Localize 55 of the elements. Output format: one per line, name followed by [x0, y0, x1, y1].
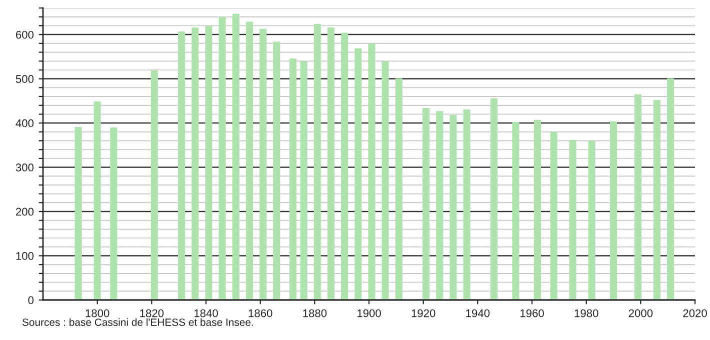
- bar: [192, 27, 199, 300]
- bar: [205, 26, 212, 300]
- source-note: Sources : base Cassini de l'EHESS et base Insee.: [22, 318, 253, 326]
- bar: [550, 132, 558, 300]
- x-tick-label: 1800: [86, 309, 110, 318]
- x-tick-label: 1900: [357, 309, 381, 318]
- x-tick-label: 1960: [520, 309, 544, 318]
- bar: [436, 111, 444, 300]
- x-tick-label: 1920: [412, 309, 436, 318]
- y-tick-label: 600: [16, 30, 34, 39]
- bar: [422, 108, 430, 300]
- x-tick-label: 1980: [574, 309, 598, 318]
- bar: [610, 121, 618, 300]
- x-tick-label: 1820: [140, 309, 164, 318]
- bar: [569, 140, 576, 300]
- bar: [178, 31, 186, 300]
- bar: [94, 101, 101, 300]
- bar: [463, 109, 470, 300]
- bar: [634, 94, 642, 300]
- x-tick-label: 2000: [628, 309, 653, 318]
- bar: [289, 58, 296, 300]
- x-tick-label: 1860: [248, 309, 272, 318]
- bar: [667, 78, 674, 300]
- bar: [150, 70, 158, 300]
- bar: [273, 42, 280, 300]
- bar: [74, 127, 82, 300]
- bar: [300, 62, 308, 300]
- bar: [341, 32, 348, 300]
- x-tick-label: 1840: [194, 309, 218, 318]
- x-tick-label: 1940: [466, 309, 490, 318]
- y-tick-label: 200: [16, 208, 34, 216]
- bar: [327, 27, 334, 300]
- y-tick-label: 0: [28, 296, 34, 304]
- bar: [395, 78, 402, 300]
- y-tick-label: 300: [16, 164, 34, 172]
- bar: [382, 62, 389, 300]
- y-tick-label: 400: [16, 119, 34, 128]
- bar: [588, 140, 596, 300]
- bar: [653, 100, 660, 300]
- bar: [314, 24, 321, 300]
- bar: [512, 122, 520, 300]
- bar: [450, 115, 457, 300]
- x-tick-label: 1880: [303, 309, 327, 318]
- bar: [354, 48, 362, 300]
- x-tick-label: 2020: [683, 309, 707, 318]
- bar: [490, 98, 498, 300]
- bar: [232, 14, 240, 300]
- bar: [368, 43, 376, 300]
- bar: [218, 16, 226, 300]
- bar: [260, 28, 267, 300]
- bar: [246, 22, 253, 300]
- y-tick-label: 100: [16, 252, 34, 260]
- bar: [534, 120, 541, 300]
- bar: [110, 127, 118, 300]
- y-tick-label: 500: [16, 75, 34, 83]
